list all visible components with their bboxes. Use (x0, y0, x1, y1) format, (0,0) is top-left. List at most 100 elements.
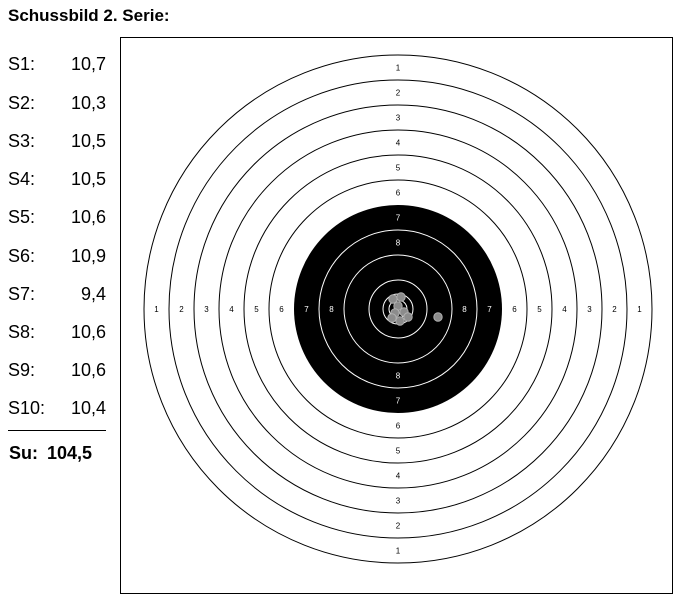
ring-number-backdrop (394, 446, 402, 455)
ring-number-label: 2 (396, 522, 401, 531)
ring-number-backdrop (610, 305, 619, 313)
ring-number-backdrop (394, 138, 402, 147)
total-divider (8, 430, 106, 431)
ring-number-label: 3 (396, 497, 401, 506)
ring-number-label: 8 (396, 372, 401, 381)
ring-number-backdrop (585, 305, 594, 313)
shot-score: 10,4 (70, 398, 106, 418)
ring-number-label: 5 (254, 305, 259, 314)
shot-label: S7: (8, 284, 36, 304)
ring-number-label: 7 (396, 397, 401, 406)
ring-number-backdrop (152, 305, 161, 313)
ring-number-label: 8 (396, 239, 401, 248)
ring-number-label: 5 (396, 164, 401, 173)
ring-number-label: 1 (396, 64, 401, 73)
ring-number-backdrop (510, 305, 519, 313)
target-ring-5 (243, 154, 553, 464)
ring-number-label: 4 (229, 305, 234, 314)
shot-hole (403, 312, 413, 322)
target-frame: 1 1 1 1 2 2 2 2 3 3 3 3 4 4 4 4 5 5 5 5 6 6 6 6 7 7 7 7 8 8 8 8 (120, 37, 673, 594)
target-ring-4 (218, 129, 578, 489)
ring-number-backdrop (394, 496, 402, 505)
ring-number-backdrop (394, 63, 402, 72)
ring-number-label: 5 (537, 305, 542, 314)
shot-label: S10: (8, 398, 46, 418)
ring-number-label: 2 (396, 89, 401, 98)
ring-number-label: 6 (512, 305, 517, 314)
ring-number-label: 2 (612, 305, 617, 314)
ring-number-backdrop (277, 305, 286, 313)
shot-row-s1: S1: 10,7 (6, 54, 106, 76)
target-ring-10 (368, 279, 428, 339)
ring-number-label: 8 (462, 305, 467, 314)
ring-number-label: 3 (587, 305, 592, 314)
ring-number-backdrop (394, 471, 402, 480)
ring-number-backdrop (560, 305, 569, 313)
shot-hole (433, 312, 443, 322)
ring-number-label: 6 (396, 422, 401, 431)
shot-hole (396, 292, 406, 302)
ring-number-label: 6 (279, 305, 284, 314)
shot-label: S6: (8, 246, 36, 266)
ring-number-backdrop (252, 305, 261, 313)
ring-number-label: 7 (304, 305, 309, 314)
shot-score: 10,3 (70, 93, 106, 113)
shot-label: S9: (8, 360, 36, 380)
target-ring-9 (343, 254, 453, 364)
total-label: Su: (9, 443, 38, 463)
ring-number-label: 4 (396, 472, 401, 481)
shot-label: S5: (8, 207, 36, 227)
ring-number-label: 4 (562, 305, 567, 314)
shot-row-s10: S10: 10,4 (6, 398, 106, 420)
target-ring-1 (143, 54, 653, 564)
ring-number-label: 3 (204, 305, 209, 314)
target-ring-6 (268, 179, 528, 439)
page-title: Schussbild 2. Serie: (8, 6, 170, 25)
ring-number-backdrop (535, 305, 544, 313)
shooting-target: 1 1 1 1 2 2 2 2 3 3 3 3 4 4 4 4 5 5 5 5 6 6 6 6 7 7 7 7 8 8 8 8 (143, 54, 653, 564)
shot-label: S8: (8, 322, 36, 342)
ring-number-label: 2 (179, 305, 184, 314)
total-value: 104,5 (47, 443, 93, 463)
ring-number-label: 6 (396, 189, 401, 198)
ring-number-backdrop (394, 113, 402, 122)
shot-score: 10,6 (70, 322, 106, 342)
ring-number-label: 1 (154, 305, 159, 314)
ring-number-backdrop (394, 421, 402, 430)
shot-score: 10,6 (70, 360, 106, 380)
shot-score: 9,4 (80, 284, 106, 304)
ring-number-label: 1 (396, 547, 401, 556)
shot-row-s7: S7: 9,4 (6, 284, 106, 306)
ring-number-backdrop (394, 88, 402, 97)
ring-number-backdrop (394, 546, 402, 555)
ring-number-label: 5 (396, 447, 401, 456)
ring-number-backdrop (394, 188, 402, 197)
shot-hole (395, 316, 405, 326)
target-ring-2 (168, 79, 628, 539)
ring-number-label: 4 (396, 139, 401, 148)
shot-row-s9: S9: 10,6 (6, 360, 106, 382)
shot-score: 10,6 (70, 207, 106, 227)
ring-number-backdrop (227, 305, 236, 313)
ring-number-backdrop (177, 305, 186, 313)
ring-number-backdrop (635, 305, 644, 313)
ring-number-label: 7 (396, 214, 401, 223)
ring-number-backdrop (394, 521, 402, 530)
shot-score: 10,5 (70, 169, 106, 189)
shot-score: 10,7 (70, 54, 106, 74)
shot-row-s2: S2: 10,3 (6, 93, 106, 115)
target-ring-3 (193, 104, 603, 514)
shot-score: 10,9 (70, 246, 106, 266)
shot-score: 10,5 (70, 131, 106, 151)
shot-row-s3: S3: 10,5 (6, 131, 106, 153)
shot-label: S4: (8, 169, 36, 189)
shot-label: S1: (8, 54, 36, 74)
ring-number-label: 8 (329, 305, 334, 314)
shot-row-s6: S6: 10,9 (6, 246, 106, 268)
shot-row-s5: S5: 10,6 (6, 207, 106, 229)
ring-number-backdrop (202, 305, 211, 313)
ring-number-label: 1 (637, 305, 642, 314)
shot-label: S2: (8, 93, 36, 113)
shot-row-s4: S4: 10,5 (6, 169, 106, 191)
ring-number-label: 3 (396, 114, 401, 123)
